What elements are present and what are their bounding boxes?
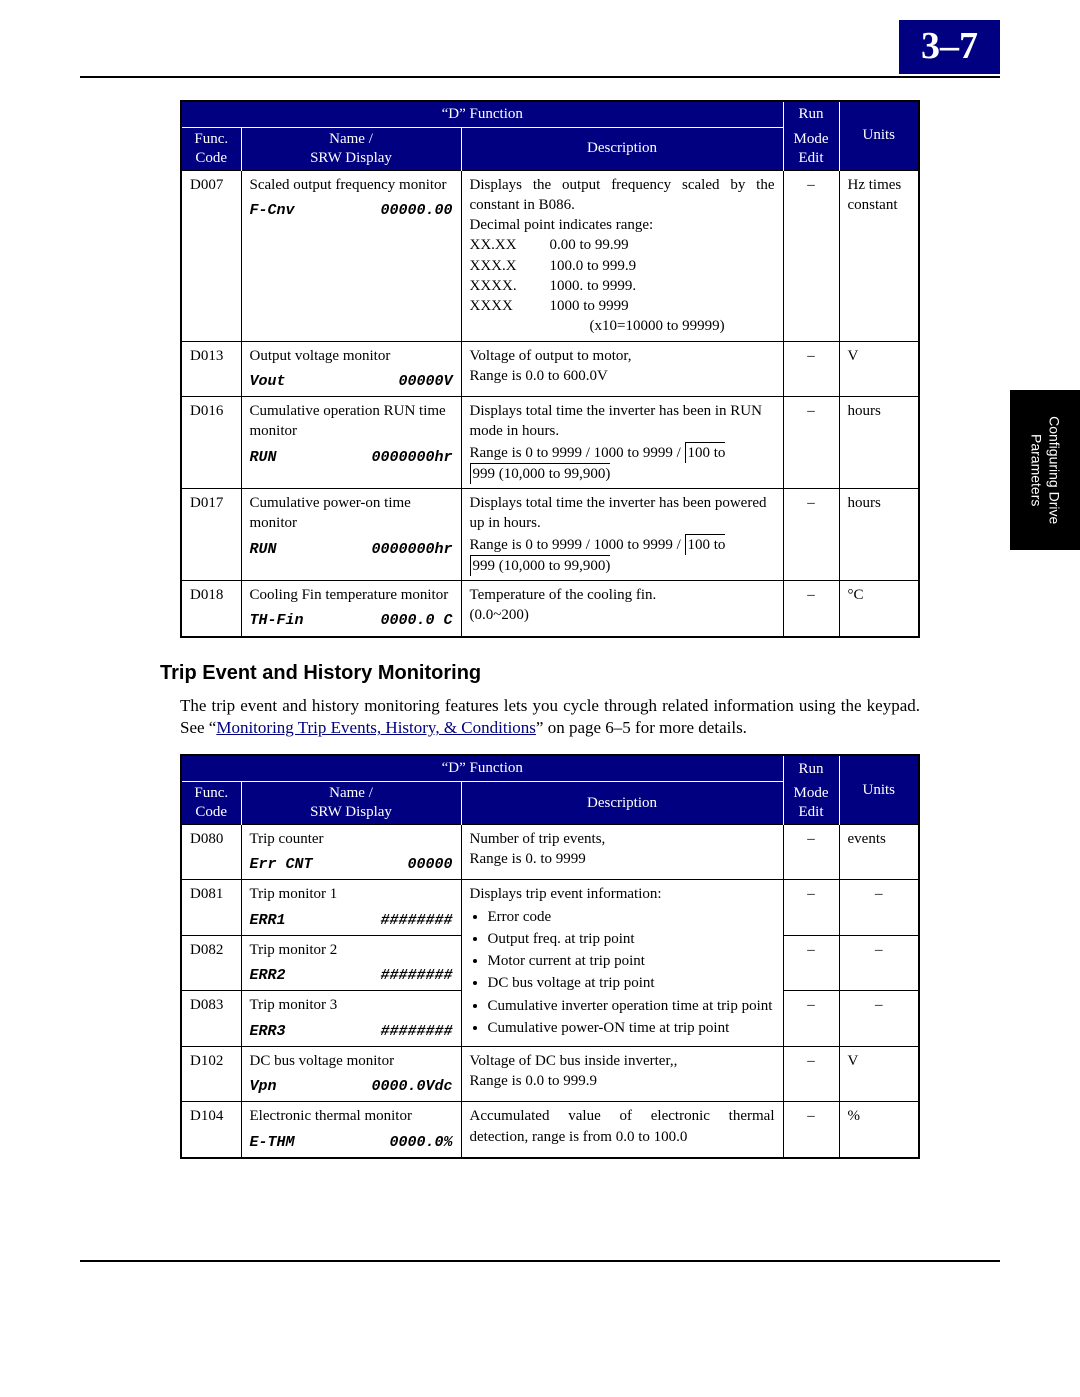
link-monitoring-trip[interactable]: Monitoring Trip Events, History, & Condi…: [216, 718, 536, 737]
top-rule: [80, 76, 1000, 78]
cell-name: Scaled output frequency monitor F-Cnv000…: [241, 170, 461, 341]
hdr-description: Description: [461, 782, 783, 825]
hdr-modeedit: ModeEdit: [783, 128, 839, 171]
page-number: 3–7: [899, 20, 1000, 74]
cell-desc: Displays the output frequency scaled by …: [461, 170, 783, 341]
hdr-name: Name /SRW Display: [241, 128, 461, 171]
hdr-code: Func.Code: [181, 782, 241, 825]
hdr-modeedit: ModeEdit: [783, 782, 839, 825]
table-row: D081 Trip monitor 1 ERR1######## Display…: [181, 880, 919, 936]
content: “D” Function Run Units Func.Code Name /S…: [180, 100, 920, 1159]
cell-desc-group: Displays trip event information: Error c…: [461, 880, 783, 1047]
hdr-run: Run: [783, 101, 839, 128]
side-tab-line1: Configuring Drive: [1046, 416, 1062, 524]
hdr-units: Units: [839, 101, 919, 170]
table-row: D018 Cooling Fin temperature monitor TH-…: [181, 581, 919, 637]
section-heading: Trip Event and History Monitoring: [160, 662, 920, 685]
d-function-table-2: “D” Function Run Units Func.Code Name /S…: [180, 754, 920, 1159]
cell-code: D007: [181, 170, 241, 341]
hdr-description: Description: [461, 128, 783, 171]
cell-mode: –: [783, 170, 839, 341]
hdr-units: Units: [839, 755, 919, 824]
d-function-table-1: “D” Function Run Units Func.Code Name /S…: [180, 100, 920, 638]
hdr-d-function: “D” Function: [181, 755, 783, 782]
cell-units: Hz times constant: [839, 170, 919, 341]
table-row: D104 Electronic thermal monitor E-THM000…: [181, 1102, 919, 1158]
hdr-run: Run: [783, 755, 839, 782]
table-row: D017 Cumulative power-on time monitor RU…: [181, 489, 919, 581]
side-tab: Configuring Drive Parameters: [1010, 390, 1080, 550]
hdr-code: Func.Code: [181, 128, 241, 171]
hdr-name: Name /SRW Display: [241, 782, 461, 825]
table-row: D007 Scaled output frequency monitor F-C…: [181, 170, 919, 341]
hdr-d-function: “D” Function: [181, 101, 783, 128]
section-paragraph: The trip event and history monitoring fe…: [180, 695, 920, 741]
bottom-rule: [80, 1260, 1000, 1262]
side-tab-line2: Parameters: [1028, 434, 1044, 506]
table-row: D013 Output voltage monitor Vout00000V V…: [181, 341, 919, 397]
table-row: D080 Trip counter Err CNT00000 Number of…: [181, 824, 919, 880]
table-row: D016 Cumulative operation RUN time monit…: [181, 397, 919, 489]
table-row: D102 DC bus voltage monitor Vpn0000.0Vdc…: [181, 1046, 919, 1102]
